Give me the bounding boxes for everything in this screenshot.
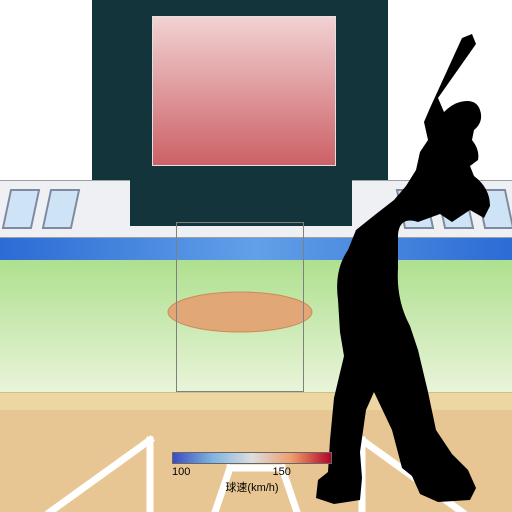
legend-ticks: 100 150 <box>172 466 332 478</box>
legend-axis-label: 球速(km/h) <box>172 479 332 495</box>
batter-silhouette <box>0 0 512 512</box>
speed-legend: 100 150 球速(km/h) <box>172 452 332 495</box>
legend-colorbar <box>172 452 332 464</box>
legend-tick: 100 <box>172 466 190 478</box>
legend-tick: 150 <box>273 466 291 478</box>
pitch-chart: 100 150 球速(km/h) <box>0 0 512 512</box>
